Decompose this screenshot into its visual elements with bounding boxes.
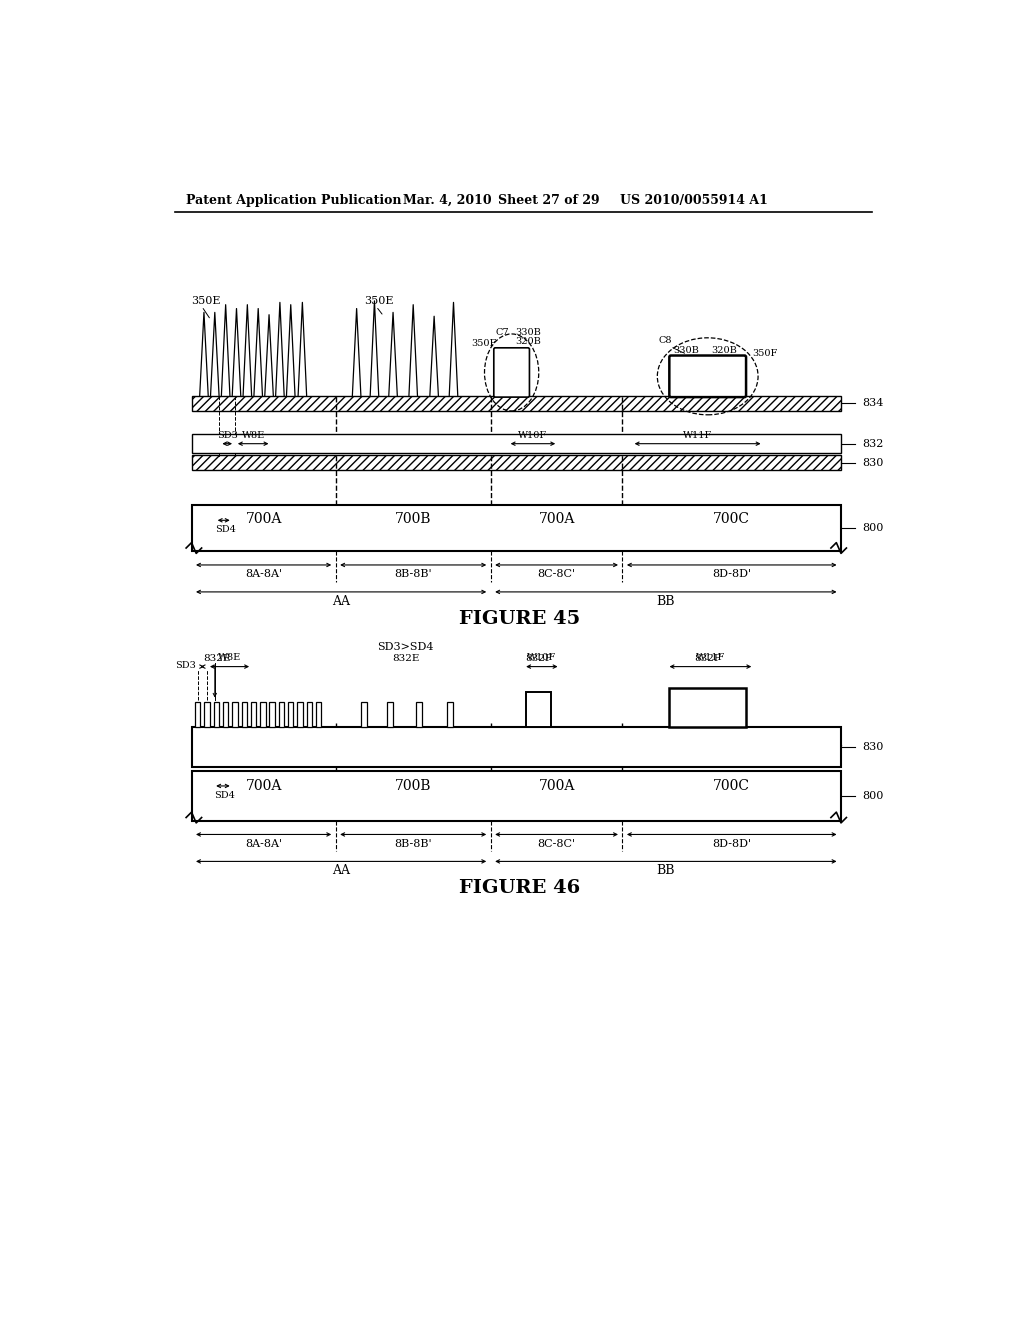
Text: 700C: 700C [714,512,751,525]
Text: W8E: W8E [242,432,265,441]
Text: Sheet 27 of 29: Sheet 27 of 29 [499,194,600,207]
Text: W10F: W10F [518,432,548,441]
Bar [316,702,322,726]
Text: AA: AA [332,865,350,878]
Bar [446,702,453,726]
Text: 8B-8B': 8B-8B' [394,838,432,849]
Text: 800: 800 [862,523,884,533]
Bar [242,702,247,726]
Text: 8D-8D': 8D-8D' [712,569,752,579]
Text: 8B-8B': 8B-8B' [394,569,432,579]
Text: 8D-8D': 8D-8D' [712,838,752,849]
Text: 330B: 330B [673,346,698,355]
Text: 320B: 320B [515,337,542,346]
Text: SD3>SD4: SD3>SD4 [377,643,434,652]
Text: BB: BB [656,865,675,878]
Text: C8: C8 [658,335,672,345]
Bar [195,702,201,726]
Text: 330B: 330B [515,327,542,337]
Text: 830: 830 [862,742,884,751]
Bar [191,726,841,767]
Text: 8A-8A': 8A-8A' [245,569,283,579]
Bar [251,702,256,726]
Text: SD3: SD3 [175,660,197,669]
Bar [526,692,551,726]
Text: 320B: 320B [712,346,737,355]
Text: 832E: 832E [203,655,230,664]
Bar [214,702,219,726]
Text: 800: 800 [862,791,884,800]
Bar [669,688,746,726]
Text: SD4: SD4 [214,792,234,800]
Text: 350E: 350E [191,296,221,306]
Text: SD4: SD4 [215,525,236,535]
Text: FIGURE 46: FIGURE 46 [459,879,580,898]
Text: 700A: 700A [539,779,574,793]
Text: W11F: W11F [695,653,725,661]
Text: 350F: 350F [753,348,778,358]
Text: 8C-8C': 8C-8C' [538,838,575,849]
Bar [279,702,285,726]
Text: Patent Application Publication: Patent Application Publication [186,194,401,207]
Text: 834: 834 [862,399,884,408]
Bar [191,434,841,453]
Text: 700B: 700B [395,512,431,525]
Text: 700A: 700A [246,512,282,525]
Text: 700A: 700A [539,512,574,525]
Bar [361,702,368,726]
Bar [191,455,841,470]
Text: 8A-8A': 8A-8A' [245,838,283,849]
Text: AA: AA [332,594,350,607]
Text: 700B: 700B [395,779,431,793]
Text: 832E: 832E [392,655,419,664]
Text: BB: BB [656,594,675,607]
Text: SD3: SD3 [217,432,238,441]
Bar [191,506,841,552]
Bar [306,702,312,726]
Bar [205,702,210,726]
Bar [191,396,841,411]
Text: 700A: 700A [246,779,282,793]
Bar [297,702,303,726]
Text: 832: 832 [862,438,884,449]
Text: 700C: 700C [714,779,751,793]
Text: C7: C7 [496,327,509,337]
Text: 350F: 350F [471,339,496,347]
Bar [387,702,393,726]
Text: Mar. 4, 2010: Mar. 4, 2010 [403,194,492,207]
Bar [269,702,274,726]
Text: 832F: 832F [525,655,552,664]
Text: 830: 830 [862,458,884,467]
Bar [232,702,238,726]
Text: 8C-8C': 8C-8C' [538,569,575,579]
Text: FIGURE 45: FIGURE 45 [459,610,580,628]
Text: 350E: 350E [365,296,394,306]
Bar [260,702,265,726]
Text: 832F: 832F [694,655,721,664]
Bar [416,702,422,726]
Text: W10F: W10F [527,653,556,661]
FancyBboxPatch shape [670,355,746,397]
Text: W11F: W11F [683,432,713,441]
Text: US 2010/0055914 A1: US 2010/0055914 A1 [621,194,768,207]
Text: W8E: W8E [218,653,241,661]
Bar [191,771,841,821]
Bar [223,702,228,726]
FancyBboxPatch shape [494,348,529,397]
Bar [288,702,294,726]
